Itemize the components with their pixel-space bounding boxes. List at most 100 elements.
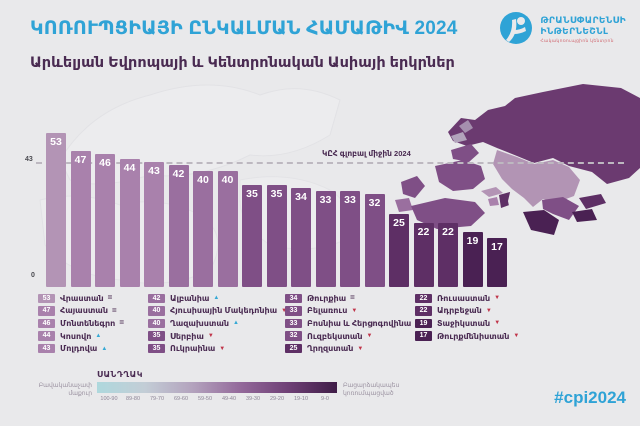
bar-value-label: 17 (491, 241, 503, 253)
country-name: Մոնտենեգրո (60, 318, 116, 328)
country-name: Ուկրաինա (170, 344, 216, 354)
trend-down-icon: ▼ (351, 307, 358, 314)
trend-up-icon: ▲ (95, 333, 102, 340)
ti-logo-name-line1: ԹՐԱՆՍՓԱՐԵՆՍԻ (540, 15, 626, 25)
country-name: Ռուսաստան (437, 293, 491, 303)
trend-down-icon: ▼ (281, 308, 287, 314)
page-subtitle: Արևելյան Եվրոպայի և Կենտրոնական Ասիայի ե… (30, 55, 455, 71)
map-belarus (451, 144, 479, 162)
legend-column: 53 Վրաստան = 47 Հայաստան = 46 Մոնտենեգրո = 44 Կոսո… (38, 292, 124, 355)
country-name: Հայաստան (60, 306, 108, 316)
bar: 53 (46, 133, 66, 287)
bar: 40 (193, 171, 213, 287)
scale-left-label: Բավականաչափ մաքուր (12, 383, 92, 399)
bar-value-label: 22 (442, 226, 454, 238)
bar-value-label: 25 (393, 217, 405, 229)
legend-column: 34 Թուրքիա = 33 Բելառուս ▼ 33 Բոսնիա և Հերցոգով… (285, 292, 421, 355)
score-badge: 33 (285, 318, 302, 329)
legend-row: 32 Ուզբեկստան ▼ (285, 330, 421, 343)
bar: 34 (291, 188, 311, 287)
legend-row: 35 Սերբիա ▼ (148, 330, 287, 343)
scale-tick-label: 9-0 (321, 396, 329, 402)
score-badge: 43 (38, 343, 55, 354)
bar-value-label: 33 (319, 194, 332, 206)
score-badge: 34 (285, 293, 302, 304)
score-badge: 33 (285, 306, 302, 316)
score-badge: 22 (415, 293, 432, 304)
country-name: Տաջիկստան (437, 318, 491, 328)
score-badge: 35 (148, 331, 165, 341)
legend: 53 Վրաստան = 47 Հայաստան = 46 Մոնտենեգրո = 44 Կոսո… (38, 292, 618, 358)
legend-row: 22 Ռուսաստան ▼ (415, 292, 519, 305)
bar: 35 (242, 185, 262, 287)
legend-row: 35 Ուկրաինա ▼ (148, 342, 287, 355)
scale-tick-label: 59-50 (197, 396, 213, 402)
score-badge: 22 (415, 306, 432, 316)
scale-tick-label: 49-40 (221, 396, 237, 402)
trend-down-icon: ▼ (485, 307, 492, 314)
score-badge: 35 (148, 343, 165, 354)
score-badge: 40 (148, 318, 165, 329)
legend-row: 46 Մոնտենեգրո = (38, 317, 124, 330)
map-russia (448, 84, 640, 184)
bar: 32 (364, 194, 385, 287)
trend-down-icon: ▼ (513, 333, 520, 340)
bar: 25 (389, 214, 409, 287)
scale-right-label-line1: Բացարձակապես (343, 383, 400, 389)
ti-logo-text: ԹՐԱՆՍՓԱՐԵՆՍԻ ԻՆԹԵՐՆԵՇՆԼ Հակակոռուպցիոն կ… (540, 10, 626, 44)
map-ukraine (435, 160, 485, 191)
bar: 47 (70, 151, 91, 287)
country-name: Մոլդովա (60, 344, 98, 354)
score-badge: 25 (285, 343, 302, 354)
bar: 35 (266, 185, 287, 287)
y-axis-label-0: 0 (31, 272, 35, 279)
scale-right-label: Բացարձակապես կոռումպացված (343, 383, 433, 399)
trend-down-icon: ▼ (366, 333, 373, 340)
trend-same-icon: = (119, 318, 124, 328)
bar: 22 (438, 223, 458, 287)
score-badge: 42 (148, 293, 165, 304)
country-name: Հյուսիսային Մակեդոնիա (170, 306, 278, 316)
map-turkmenistan (523, 210, 559, 235)
bar: 43 (144, 162, 164, 287)
bar-value-label: 40 (197, 174, 209, 186)
scale-tick-label: 79-70 (149, 396, 165, 402)
y-axis-label-43: 43 (25, 156, 33, 163)
trend-up-icon: ▲ (101, 345, 108, 352)
map-turkey (411, 198, 485, 229)
map-uzbekistan (542, 197, 579, 220)
bar: 33 (315, 191, 336, 287)
legend-row: 40 Հյուսիսային Մակեդոնիա▼ (148, 305, 287, 318)
country-name: Կոսովո (60, 331, 92, 341)
trend-same-icon: = (350, 293, 355, 303)
bar-chart-bars: 53 47 46 44 43 42 40 40 35 35 34 33 33 32 25 22 22 19 17 (46, 133, 507, 287)
bar-value-label: 19 (466, 235, 479, 247)
trend-down-icon: ▼ (494, 320, 501, 327)
bar: 44 (119, 159, 140, 287)
legend-row: 40 Ղազախստան ▲ (148, 317, 287, 330)
score-badge: 44 (38, 331, 55, 341)
hashtag: #cpi2024 (554, 388, 626, 407)
legend-row: 19 Տաջիկստան ▼ (415, 317, 519, 330)
ti-logo-name-line2: ԻՆԹԵՐՆԵՇՆԼ (540, 25, 609, 36)
page-title: ԿՈՌՈՒՊՑԻԱՅԻ ԸՆԿԱԼՄԱՆ ՀԱՄԱԹԻՎ 2024 (30, 18, 458, 39)
score-badge: 47 (38, 306, 55, 316)
legend-row: 34 Թուրքիա = (285, 292, 421, 305)
score-badge: 46 (38, 318, 55, 329)
country-name: Բոսնիա և Հերցոգովինա (307, 318, 412, 328)
trend-same-icon: = (111, 305, 117, 315)
bar-value-label: 22 (417, 226, 430, 238)
bar-value-label: 35 (246, 188, 258, 200)
bar: 40 (217, 171, 238, 287)
bar-value-label: 46 (99, 157, 111, 169)
country-name: Ադրբեջան (437, 306, 482, 316)
scale-tick-label: 100-90 (100, 396, 118, 402)
bar-value-label: 53 (50, 136, 62, 148)
trend-up-icon: ▲ (213, 295, 220, 302)
scale-tick-label: 69-60 (173, 396, 189, 402)
country-name: Սերբիա (170, 331, 204, 341)
country-name: Բելառուս (307, 306, 348, 316)
country-name: Թուրքմենիստան (437, 331, 510, 341)
global-average-label: ԿԸՀ գլոբալ միջին 2024 (322, 149, 411, 158)
